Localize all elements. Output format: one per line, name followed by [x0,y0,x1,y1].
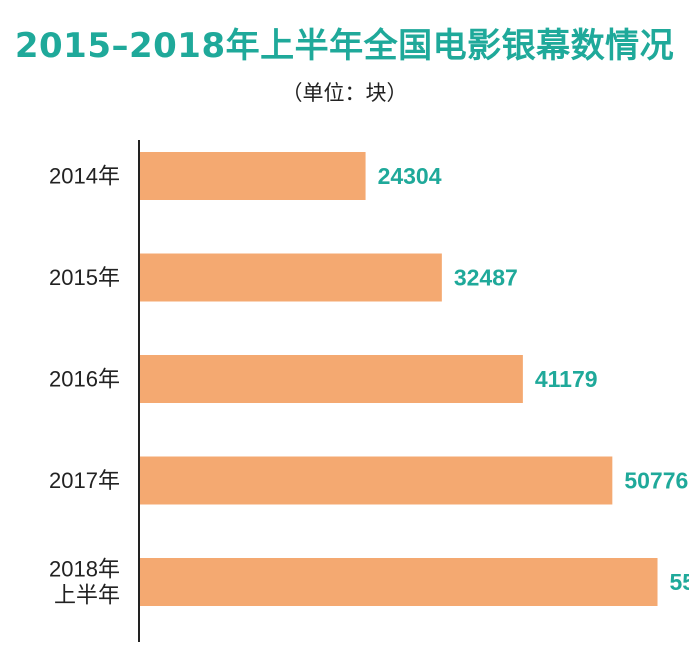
bar-value-label: 32487 [454,265,518,291]
category-label: 上半年 [54,583,120,608]
bar [139,355,523,403]
category-label: 2017年 [49,468,120,493]
chart-title: 2015–2018年上半年全国电影银幕数情况 [14,26,675,66]
bar-value-label: 55623 [670,569,689,595]
category-label: 2018年 [49,557,120,582]
bar-value-label: 41179 [535,366,598,392]
category-label: 2014年 [49,164,120,189]
chart-subtitle: （单位：块） [281,81,408,105]
bar-value-label: 24304 [378,163,442,189]
bar-value-label: 50776 [624,468,688,494]
category-label: 2016年 [49,367,120,392]
bar [139,558,658,606]
category-label: 2015年 [49,265,120,290]
bar [139,253,442,302]
bar [139,456,613,505]
bar [139,152,366,200]
